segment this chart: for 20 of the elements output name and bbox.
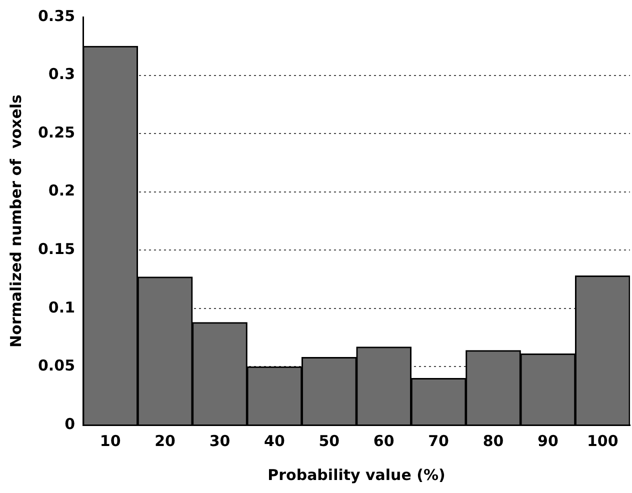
x-tick-label: 30 (209, 432, 230, 450)
x-tick-label: 100 (586, 432, 618, 450)
x-tick-label: 90 (538, 432, 558, 450)
x-tick-label: 60 (373, 432, 394, 450)
x-tick-label: 40 (264, 432, 285, 450)
y-tick-label: 0.2 (48, 182, 76, 200)
y-tick-label: 0.1 (48, 298, 76, 316)
x-tick-label: 20 (154, 432, 176, 450)
y-tick-label: 0 (64, 414, 76, 433)
x-tick-label: 10 (100, 432, 121, 450)
x-tick-label: 50 (318, 432, 340, 450)
y-tick-label: 0.35 (38, 6, 76, 25)
y-tick-label: 0.25 (38, 123, 76, 142)
y-tick-label: 0.3 (48, 65, 76, 84)
y-tick-label: 0.15 (38, 240, 76, 258)
x-tick-label: 70 (428, 432, 449, 450)
y-axis-title: Normalized number of voxels (6, 94, 25, 348)
y-tick-label: 0.05 (38, 356, 76, 375)
x-tick-label: 80 (482, 432, 504, 450)
x-axis-title: Probability value (%) (268, 466, 446, 484)
